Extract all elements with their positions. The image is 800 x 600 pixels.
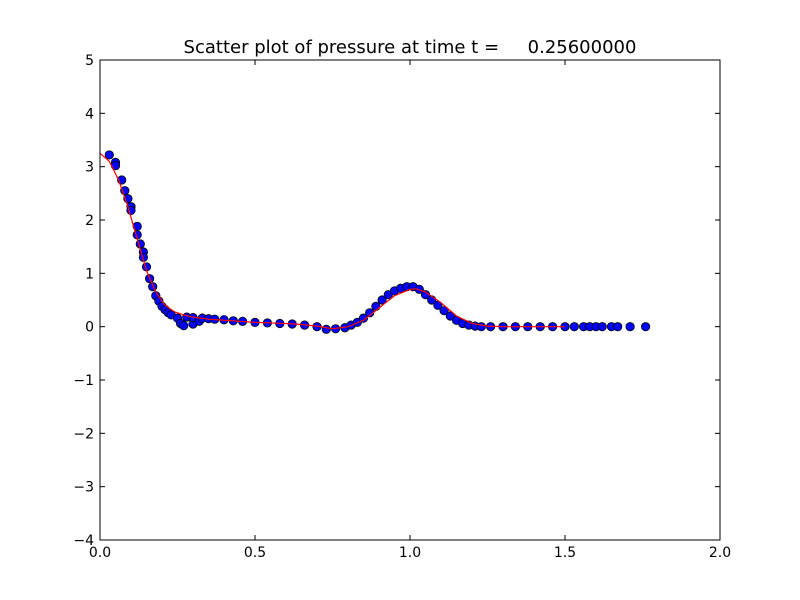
y-tick-label: 2 bbox=[85, 213, 94, 229]
scatter-point bbox=[439, 306, 449, 316]
fit-line bbox=[99, 152, 565, 330]
scatter-point bbox=[569, 322, 579, 332]
y-tick-label: 3 bbox=[85, 160, 94, 176]
y-tick-label: 0 bbox=[85, 320, 94, 336]
scatter-points-layer bbox=[104, 150, 651, 334]
scatter-point bbox=[625, 322, 635, 332]
scatter-point bbox=[321, 324, 331, 334]
scatter-point bbox=[476, 322, 486, 332]
y-tick-label: −2 bbox=[73, 426, 94, 442]
y-tick-label: −4 bbox=[73, 533, 94, 549]
plot-area bbox=[99, 150, 651, 334]
scatter-point bbox=[613, 322, 623, 332]
y-tick-label: 4 bbox=[85, 106, 94, 122]
y-tick-label: −1 bbox=[73, 373, 94, 389]
x-tick-label: 2.0 bbox=[709, 545, 731, 561]
scatter-point bbox=[104, 150, 114, 160]
y-tick-label: 1 bbox=[85, 266, 94, 282]
x-tick-label: 1.0 bbox=[399, 545, 421, 561]
x-tick-label: 0.0 bbox=[89, 545, 111, 561]
x-tick-label: 0.5 bbox=[244, 545, 266, 561]
scatter-point bbox=[371, 301, 381, 311]
chart-title: Scatter plot of pressure at time t = 0.2… bbox=[184, 37, 637, 58]
scatter-point bbox=[179, 320, 189, 331]
fit-line-layer bbox=[99, 152, 565, 330]
x-tick-label: 1.5 bbox=[554, 545, 576, 561]
scatter-point bbox=[377, 295, 387, 305]
y-tick-label: −3 bbox=[73, 480, 94, 496]
scatter-point bbox=[597, 322, 607, 332]
scatter-point bbox=[445, 311, 455, 321]
y-axis-ticks: −4 −3 −2 −1 0 1 2 3 4 5 bbox=[73, 53, 720, 549]
scatter-point bbox=[640, 322, 651, 332]
y-tick-label: 5 bbox=[85, 53, 94, 69]
scatter-point bbox=[358, 313, 369, 323]
x-axis-ticks: 0.0 0.5 1.0 1.5 2.0 bbox=[89, 60, 731, 561]
